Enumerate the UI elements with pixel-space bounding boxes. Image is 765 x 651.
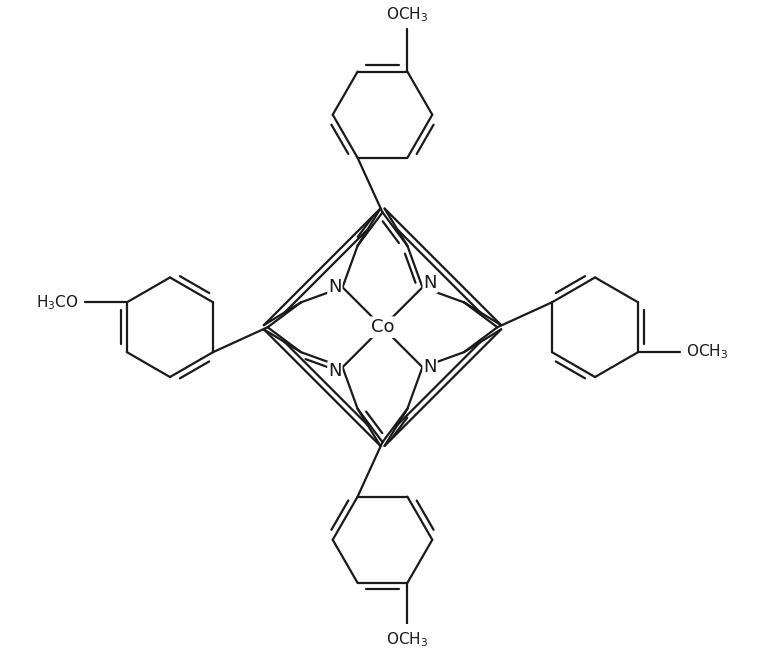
Text: OCH$_3$: OCH$_3$: [686, 343, 728, 361]
Text: OCH$_3$: OCH$_3$: [386, 5, 428, 23]
Text: H$_3$CO: H$_3$CO: [37, 293, 79, 312]
Text: OCH$_3$: OCH$_3$: [386, 631, 428, 650]
Text: Co: Co: [371, 318, 394, 336]
Text: N: N: [423, 275, 437, 292]
Text: N: N: [423, 358, 437, 376]
Text: N: N: [328, 278, 342, 296]
Text: N: N: [328, 362, 342, 380]
